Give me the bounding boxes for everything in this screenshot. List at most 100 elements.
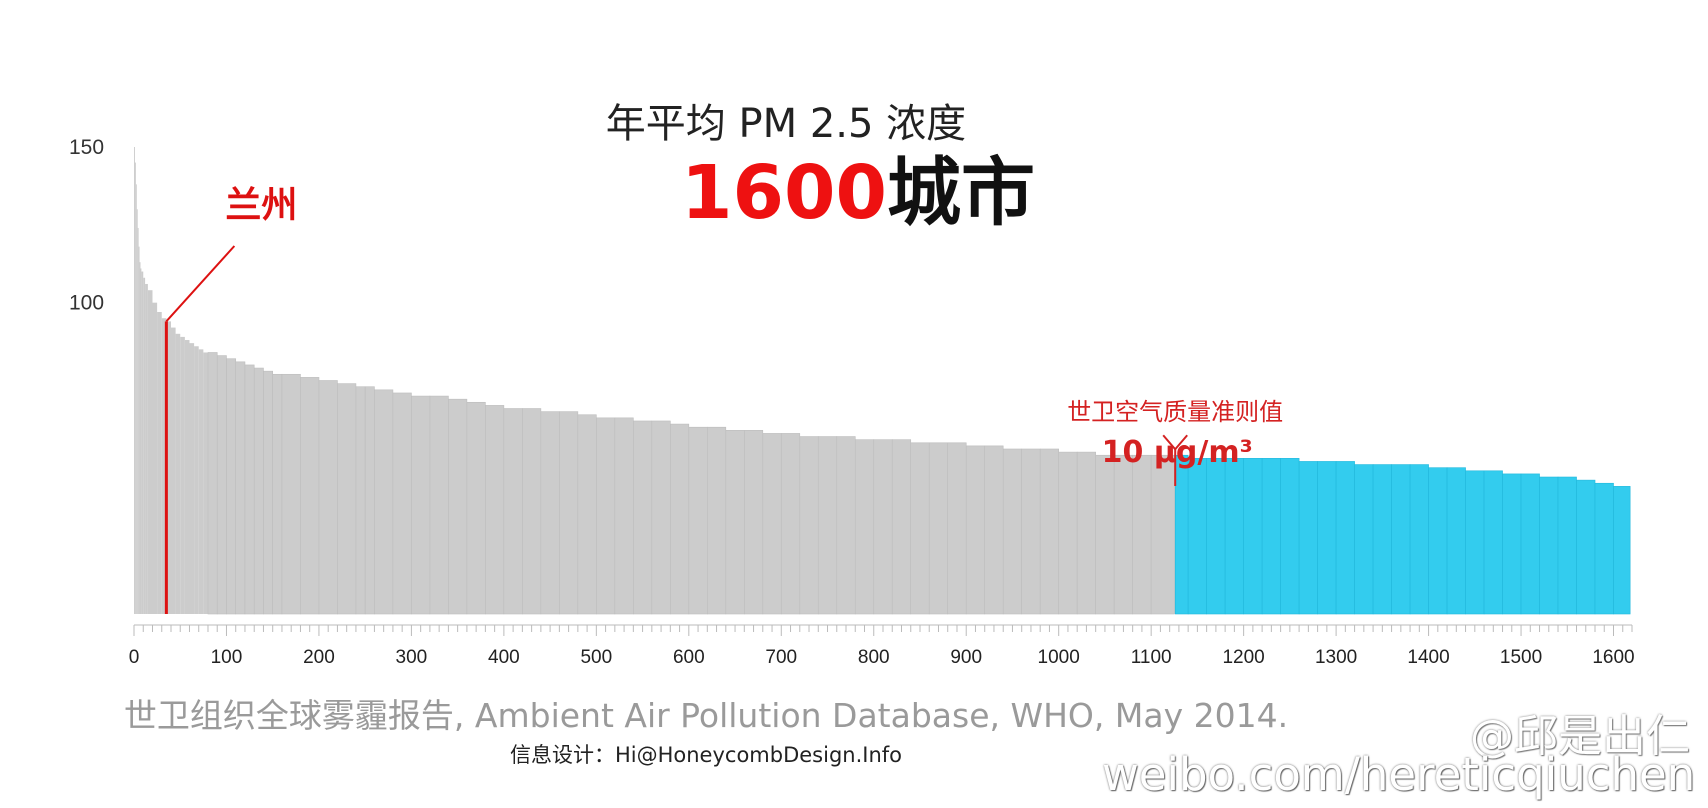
bar-73 [1021, 448, 1041, 615]
subtitle-number: 1600 [681, 150, 887, 236]
bar-66 [891, 439, 912, 615]
bar-56 [707, 426, 727, 615]
x-tick-label-1300: 1300 [1315, 647, 1357, 668]
bar-94 [1391, 464, 1411, 615]
bar-48 [559, 411, 579, 615]
bar-13 [157, 312, 162, 614]
bar-68 [928, 442, 949, 615]
bar-18 [180, 336, 185, 614]
bar-62 [817, 436, 838, 615]
chart-subtitle: 1600城市 [681, 150, 1035, 236]
bar-51 [614, 417, 634, 615]
bar-4 [137, 227, 139, 615]
bar-36 [355, 386, 366, 615]
bar-63 [836, 436, 856, 615]
bar-70 [965, 445, 986, 615]
bar-50 [596, 417, 616, 615]
bar-43 [466, 401, 486, 615]
bar-5 [138, 246, 140, 615]
x-tick-label-1600: 1600 [1592, 647, 1634, 668]
x-tick-label-1100: 1100 [1131, 647, 1172, 668]
lanzhou-leader-line [165, 245, 236, 323]
who-label-line1: 世卫空气质量准则值 [1067, 398, 1283, 426]
bar-14 [161, 318, 167, 614]
bar-77 [1095, 454, 1115, 615]
bar-49 [577, 414, 597, 615]
bar-102 [1539, 476, 1559, 615]
bar-84 [1206, 458, 1226, 615]
bar-104 [1576, 479, 1596, 615]
x-tick-label-600: 600 [673, 647, 705, 668]
x-tick-label-900: 900 [950, 647, 982, 668]
bar-74 [1039, 448, 1059, 615]
bar-99 [1483, 470, 1503, 615]
bar-65 [873, 439, 893, 615]
bar-87 [1261, 458, 1281, 615]
bar-17 [175, 333, 181, 614]
bar-29 [253, 367, 264, 615]
x-tick-label-1500: 1500 [1500, 647, 1542, 668]
bar-82 [1174, 454, 1189, 615]
who-arrow-head [1162, 434, 1188, 451]
x-tick-label-700: 700 [765, 647, 797, 668]
bar-3 [136, 209, 138, 614]
x-tick-label-500: 500 [580, 647, 612, 668]
bar-44 [485, 405, 505, 615]
bar-57 [725, 430, 745, 615]
bar-85 [1224, 458, 1244, 615]
x-tick-label-1400: 1400 [1407, 647, 1449, 668]
x-tick-label-0: 0 [129, 647, 140, 668]
highlight-annotation: 兰州 [164, 185, 297, 614]
design-credit: 信息设计：Hi@HoneycombDesign.Info [509, 743, 903, 767]
bar-76 [1076, 451, 1096, 615]
x-tick-label-400: 400 [488, 647, 520, 668]
y-tick-label-150: 150 [69, 136, 104, 159]
bar-16 [170, 327, 176, 614]
x-tick-label-100: 100 [211, 647, 243, 668]
bar-92 [1354, 464, 1374, 615]
who-label-line2: 10 μg/m³ [1102, 435, 1253, 470]
bar-81 [1174, 455, 1176, 614]
bar-79 [1132, 454, 1152, 615]
bar-22 [198, 349, 204, 614]
bar-11 [147, 290, 153, 614]
bar-54 [670, 423, 690, 615]
bars-group [134, 147, 1631, 615]
bar-60 [780, 433, 801, 615]
bar-7 [140, 268, 142, 614]
bar-38 [374, 389, 394, 615]
bar-39 [392, 392, 412, 615]
bar-86 [1243, 458, 1263, 615]
bar-21 [194, 346, 199, 614]
bar-41 [429, 395, 449, 615]
bar-19 [184, 340, 190, 614]
bar-8 [141, 271, 144, 614]
bar-23 [203, 352, 208, 614]
bar-69 [947, 442, 967, 615]
bar-67 [910, 442, 930, 615]
bar-12 [152, 302, 158, 614]
bar-95 [1409, 464, 1429, 615]
bar-31 [272, 373, 283, 615]
subtitle-text: 城市 [887, 150, 1035, 236]
chart-title: 年平均 PM 2.5 浓度 [606, 101, 966, 147]
lanzhou-label: 兰州 [225, 185, 297, 226]
who-guideline-annotation: 世卫空气质量准则值 10 μg/m³ [1067, 398, 1283, 486]
bar-61 [799, 436, 819, 615]
bar-96 [1428, 467, 1448, 615]
bar-30 [263, 370, 274, 615]
y-axis-ticks: 150 100 [69, 136, 104, 315]
bar-91 [1335, 461, 1355, 615]
watermark-url: weibo.com/hereticqiuchen [1102, 748, 1696, 801]
bar-42 [448, 398, 468, 615]
bar-45 [503, 408, 523, 615]
bar-1 [134, 162, 136, 615]
bar-80 [1150, 454, 1175, 615]
bar-59 [762, 433, 782, 615]
bar-15 [166, 321, 171, 614]
bar-9 [143, 277, 146, 614]
bar-88 [1280, 458, 1300, 615]
x-tick-label-200: 200 [303, 647, 335, 668]
bar-71 [984, 445, 1004, 615]
bar-27 [235, 361, 246, 615]
